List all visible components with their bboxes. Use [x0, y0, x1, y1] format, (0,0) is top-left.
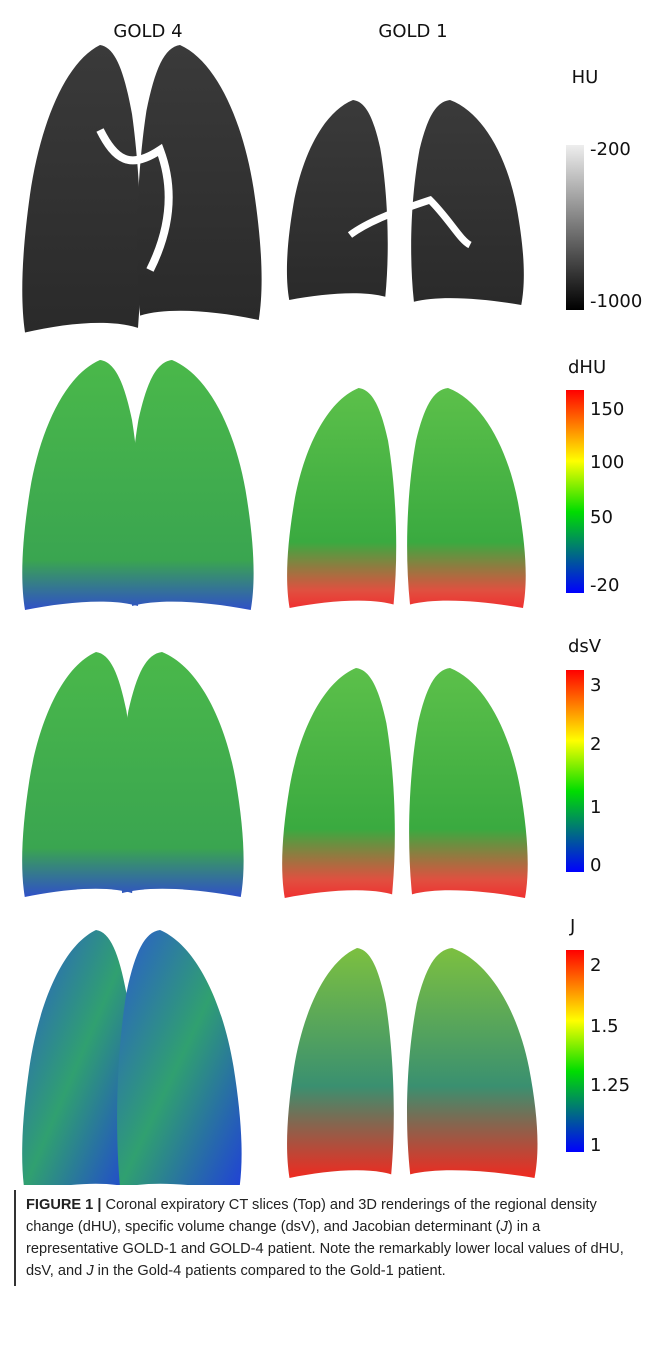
- caption-label: FIGURE 1 |: [26, 1197, 102, 1213]
- colorbar-tick-label: 150: [590, 399, 624, 420]
- column-header: GOLD 4: [113, 21, 182, 42]
- ct-gold4: [22, 45, 262, 333]
- colorbar-tick-label: 100: [590, 452, 624, 473]
- colorbar-tick-label: 2: [590, 734, 601, 755]
- colorbar-tick-label: -1000: [590, 291, 642, 312]
- lung-shape: [287, 388, 397, 608]
- colorbar-label: dHU: [568, 357, 606, 378]
- caption-symbol: J: [500, 1219, 508, 1235]
- colorbar-tick-label: 1: [590, 1135, 601, 1156]
- colorbar-tick-label: -200: [590, 139, 631, 160]
- lung-shape: [282, 668, 395, 898]
- lung-shape: [119, 652, 244, 897]
- caption-text: in the Gold-4 patients compared to the G…: [93, 1263, 446, 1279]
- lung-shape: [22, 45, 141, 333]
- lung-shape: [117, 930, 242, 1193]
- colorbar: [566, 145, 584, 310]
- render-j-gold1: [287, 948, 538, 1178]
- lung-shape: [407, 948, 538, 1178]
- lung-shape: [22, 652, 135, 897]
- lung-shape: [137, 45, 262, 320]
- colorbar-tick-label: 1.5: [590, 1016, 619, 1037]
- lung-shape: [347, 195, 472, 249]
- caption-text: ) in a representative GOLD-1 and GOLD-4 …: [26, 1219, 624, 1279]
- colorbar-tick-label: 0: [590, 855, 601, 876]
- lung-shape: [409, 668, 528, 898]
- render-j-gold4: [22, 930, 242, 1193]
- colorbar-tick-label: 1: [590, 797, 601, 818]
- lung-shape: [286, 100, 388, 300]
- colorbar-tick-label: 3: [590, 675, 601, 696]
- figure-caption: FIGURE 1 | Coronal expiratory CT slices …: [14, 1190, 632, 1286]
- colorbar: [566, 670, 584, 872]
- colorbar-tick-label: 50: [590, 507, 613, 528]
- lung-shape: [96, 128, 173, 272]
- lung-shape: [407, 388, 526, 608]
- render-dsv-gold4: [22, 652, 244, 897]
- colorbar-tick-label: 2: [590, 955, 601, 976]
- colorbar: [566, 950, 584, 1152]
- render-dhu-gold1: [287, 388, 526, 608]
- colorbar-tick-label: -20: [590, 575, 619, 596]
- render-dhu-gold4: [22, 360, 254, 610]
- lung-shape: [129, 360, 254, 610]
- caption-symbol: J: [86, 1263, 94, 1279]
- column-header: GOLD 1: [378, 21, 447, 42]
- colorbar-label: dsV: [568, 636, 602, 657]
- lung-shape: [22, 360, 141, 610]
- figure: GOLD 4 GOLD 1 HU -200 -1000 dHU 150 100 50 -20 d…: [22, 21, 642, 1193]
- lung-shape: [287, 948, 394, 1178]
- colorbar: [566, 390, 584, 593]
- colorbar-tick-label: 1.25: [590, 1075, 630, 1096]
- colorbar-label: HU: [572, 67, 599, 88]
- colorbar-label: J: [569, 916, 575, 937]
- render-dsv-gold1: [282, 668, 528, 898]
- caption-text: Coronal expiratory CT slices (Top) and 3…: [26, 1197, 597, 1235]
- ct-gold1: [286, 100, 524, 305]
